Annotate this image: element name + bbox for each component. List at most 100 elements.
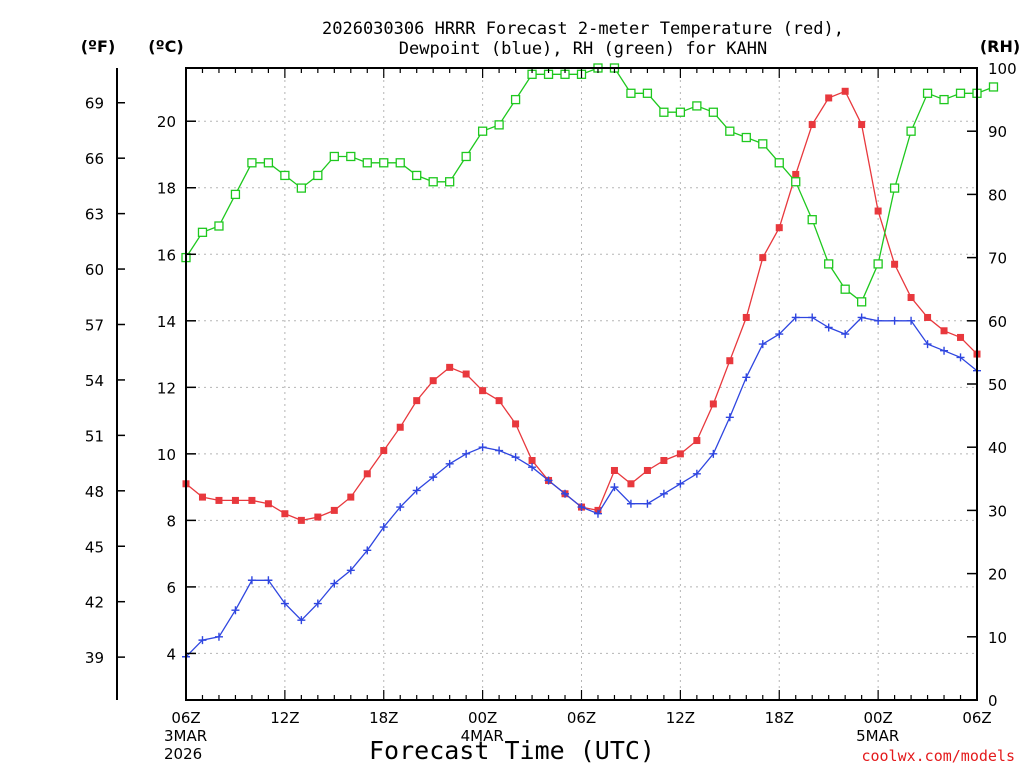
temperature-point (709, 400, 717, 408)
dewpoint-point (709, 449, 718, 458)
temperature-point (297, 516, 305, 524)
rh-point (197, 227, 208, 237)
rh-point (873, 259, 883, 269)
rh-point (939, 94, 949, 105)
fahrenheit-tick-label: 63 (85, 206, 104, 224)
temperature-point (380, 447, 388, 455)
temperature-point (314, 513, 322, 521)
rh-point (461, 151, 471, 162)
rh-point (494, 120, 504, 130)
celsius-tick-label: 14 (157, 313, 176, 331)
chart-title-line1: 2026030306 HRRR Forecast 2-meter Tempera… (322, 19, 844, 39)
dewpoint-point (363, 546, 372, 555)
dewpoint-point (478, 443, 487, 452)
rh-tick-label: 70 (988, 250, 1007, 268)
rh-point (379, 158, 389, 168)
rh-point (280, 170, 290, 181)
rh-point (840, 284, 850, 294)
temperature-point (858, 121, 866, 129)
celsius-tick-label: 4 (166, 645, 176, 663)
fahrenheit-tick-label: 60 (85, 261, 104, 279)
temperature-point (495, 397, 503, 405)
temperature-point (874, 207, 882, 215)
dewpoint-point (511, 453, 520, 462)
rh-point (412, 170, 422, 181)
rh-tick-label: 90 (988, 123, 1007, 141)
fahrenheit-axis-unit: (ºF) (81, 37, 116, 56)
temperature-point (215, 496, 223, 504)
temperature-point (792, 170, 800, 178)
temperature-point (759, 254, 767, 262)
fahrenheit-tick-label: 54 (85, 372, 104, 390)
credit-text: coolwx.com/models (861, 747, 1015, 765)
dewpoint-point (940, 346, 949, 355)
x-axis-label: Forecast Time (UTC) (369, 736, 655, 765)
fahrenheit-tick-label: 57 (85, 316, 104, 334)
celsius-tick-label: 16 (157, 246, 176, 264)
x-tick-label: 06Z (962, 709, 991, 727)
dewpoint-point (330, 579, 339, 588)
grid-lines (186, 68, 977, 700)
temperature-point (429, 377, 437, 385)
rh-point (955, 88, 966, 98)
dewpoint-point (429, 473, 438, 482)
x-date-label: 4MAR (461, 727, 504, 745)
dewpoint-point (907, 316, 916, 325)
temperature-point (627, 480, 635, 488)
fahrenheit-tick-label: 39 (85, 649, 104, 667)
fahrenheit-tick-label: 42 (85, 594, 104, 612)
rh-tick-label: 0 (988, 692, 998, 710)
rh-point (774, 158, 784, 168)
temperature-point (363, 470, 371, 478)
temperature-point (775, 224, 783, 232)
temperature-point (742, 313, 750, 321)
rh-point (445, 177, 455, 187)
dewpoint-point (956, 353, 965, 362)
dewpoint-point (758, 340, 767, 349)
dewpoint-point (676, 479, 685, 488)
celsius-tick-label: 12 (157, 379, 176, 397)
dewpoint-point (692, 469, 701, 478)
rh-point (510, 94, 521, 105)
x-year-label: 2026 (164, 745, 202, 763)
rh-point (906, 126, 916, 136)
rh-point (675, 107, 686, 117)
temperature-point (264, 500, 272, 508)
fahrenheit-tick-label: 66 (85, 150, 104, 168)
celsius-axis-unit: (ºC) (148, 37, 183, 56)
x-date-label: 3MAR (164, 727, 207, 745)
rh-point (889, 183, 900, 193)
rh-point (296, 183, 307, 193)
fahrenheit-tick-label: 45 (85, 538, 104, 556)
celsius-tick-label: 6 (166, 579, 176, 597)
temperature-point (462, 370, 470, 378)
dewpoint-point (791, 313, 800, 322)
temperature-point (413, 397, 421, 405)
rh-point (922, 88, 933, 98)
temperature-point (660, 457, 668, 465)
temperature-point (446, 363, 454, 371)
dewpoint-point (313, 599, 322, 608)
dewpoint-point (214, 632, 223, 641)
rh-point (428, 177, 438, 187)
data-series (181, 63, 999, 661)
dewpoint-point (264, 576, 273, 585)
temperature-point (248, 496, 256, 504)
dewpoint-point (297, 616, 306, 625)
temperature-point (347, 493, 355, 501)
rh-point (856, 297, 867, 307)
celsius-tick-label: 20 (157, 113, 176, 131)
rh-point (708, 107, 718, 117)
x-date-label: 5MAR (856, 727, 899, 745)
dewpoint-point (659, 489, 668, 498)
temperature-point (512, 420, 520, 428)
temperature-point (643, 466, 651, 474)
temperature-point (957, 333, 965, 341)
x-tick-label: 18Z (369, 709, 398, 727)
rh-tick-label: 30 (988, 502, 1007, 520)
rh-point (247, 158, 257, 168)
x-tick-label: 12Z (666, 709, 695, 727)
temperature-point (528, 457, 536, 465)
rh-tick-label: 10 (988, 629, 1007, 647)
rh-tick-label: 40 (988, 439, 1007, 457)
